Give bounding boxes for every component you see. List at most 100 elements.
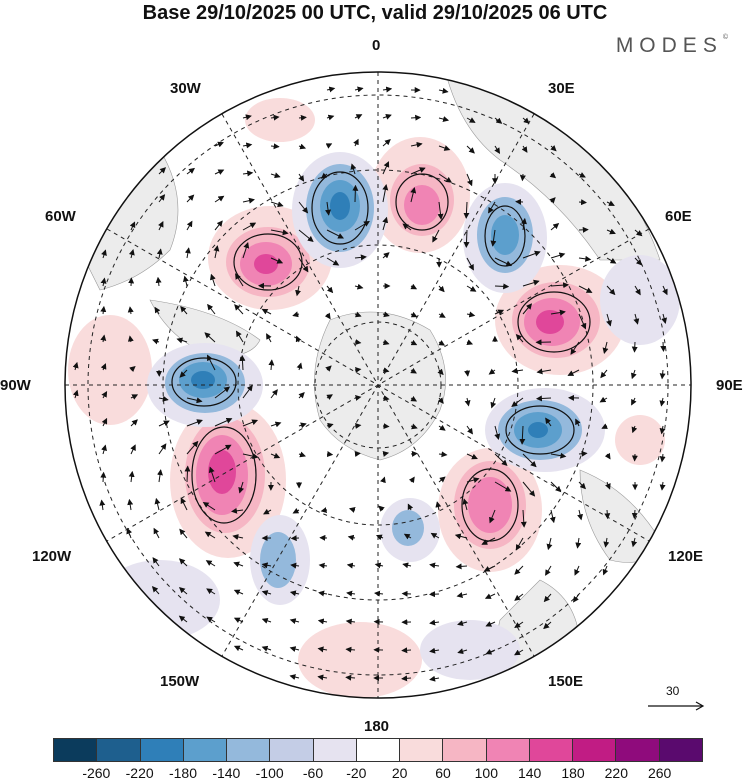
wind-vector (604, 452, 611, 460)
brand-name: MODES (615, 34, 723, 57)
wind-vector (466, 477, 480, 483)
wind-vector (298, 391, 305, 399)
wind-vector (466, 257, 474, 271)
wind-vector (261, 308, 272, 315)
wind-vector (536, 368, 552, 375)
wind-vector (466, 425, 473, 435)
wind-vector (325, 143, 333, 149)
wind-vector (289, 618, 300, 625)
colorbar-swatch (659, 739, 702, 761)
wind-vector (158, 395, 169, 402)
lon-label-0: 0 (372, 37, 381, 54)
wind-vector (578, 450, 588, 457)
wind-vector (270, 421, 282, 428)
wind-vector (454, 533, 468, 540)
wind-vector (520, 509, 527, 528)
wind-vector (522, 481, 536, 497)
wind-vector (631, 537, 638, 548)
wind-vector (213, 245, 220, 259)
wind-vector (127, 306, 134, 315)
wind-vector (438, 116, 450, 122)
colorbar-tick-label: -260 (82, 765, 111, 781)
wind-vector (578, 199, 587, 206)
wind-vector (270, 114, 280, 121)
wind-vector (603, 537, 610, 548)
wind-vector (410, 367, 417, 374)
wind-vector (659, 369, 666, 380)
wind-vector (100, 363, 107, 371)
wind-vector (296, 362, 303, 371)
wind-vector (232, 534, 244, 540)
wind-vector (345, 646, 356, 653)
wind-vector (550, 452, 567, 459)
wind-vector (599, 396, 608, 403)
wind-vector (481, 537, 496, 545)
wind-vector (578, 172, 586, 178)
colorbar-swatch (183, 739, 228, 761)
wind-vector (214, 417, 233, 427)
wind-vector (128, 470, 135, 483)
wind-vector (606, 285, 616, 296)
wind-vector (494, 117, 503, 124)
wind-vector (178, 615, 188, 623)
wind-vector (320, 172, 328, 179)
lon-label-180: 180 (364, 718, 390, 735)
wind-vector (578, 313, 587, 330)
wind-vector (401, 675, 412, 682)
wind-vector (178, 558, 188, 567)
wind-vector (268, 359, 275, 371)
wind-vector (521, 145, 528, 153)
lon-label-30w: 30W (170, 80, 201, 97)
wind-vector (438, 476, 446, 483)
wind-vector (382, 161, 390, 175)
wind-vector (522, 117, 530, 124)
wind-vector (549, 197, 556, 204)
wind-vector (354, 283, 364, 290)
wind-vector (543, 621, 552, 630)
wind-vector (483, 565, 496, 572)
wind-vector (214, 386, 231, 399)
colorbar-tick-label: 20 (391, 765, 408, 781)
wind-vector (660, 341, 667, 352)
colorbar-tick-label: -180 (168, 765, 198, 781)
wind-vector (494, 283, 510, 290)
wind-vector (298, 229, 314, 243)
wind-vector (354, 366, 362, 373)
flow-contours (171, 171, 591, 542)
wind-vector (408, 476, 415, 484)
wind-vector (354, 339, 362, 346)
wind-vector (346, 590, 356, 597)
colorbar-swatch (54, 739, 98, 761)
wind-vector (206, 588, 216, 595)
wind-vector (374, 590, 384, 597)
wind-vector (318, 590, 328, 597)
wind-vector (578, 481, 586, 490)
colorbar-tick-label: 60 (435, 765, 451, 781)
wind-vector (550, 309, 566, 316)
wind-vector (298, 173, 305, 182)
wind-vector (631, 397, 637, 406)
wind-vector (186, 194, 195, 203)
wind-vector (545, 565, 552, 576)
wind-vector (289, 646, 300, 652)
wind-vector (242, 419, 259, 427)
colorbar-swatch (529, 739, 574, 761)
wind-vector (522, 279, 540, 287)
wind-vector (382, 339, 390, 346)
colorbar-swatch (97, 739, 141, 761)
wind-vector (631, 509, 638, 519)
wind-vector (519, 173, 526, 182)
colorbar-tick-label: -140 (212, 765, 241, 781)
wind-vector (410, 339, 418, 346)
colorbar (53, 738, 703, 762)
wind-vector (521, 217, 527, 231)
wind-vector (438, 312, 446, 318)
wind-vector (515, 333, 524, 343)
colorbar-tick-label: 180 (561, 765, 585, 781)
wind-vector (403, 533, 412, 540)
wind-vector (429, 675, 440, 682)
colorbar-swatch (616, 739, 660, 761)
wind-vector (378, 505, 385, 512)
wind-vector (410, 423, 418, 430)
